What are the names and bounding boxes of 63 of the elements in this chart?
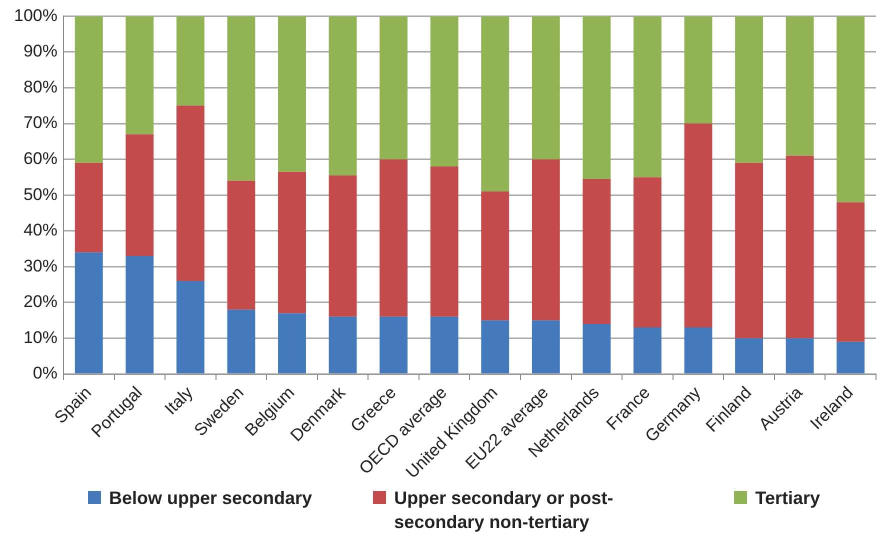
bar: [430, 16, 458, 166]
bar: [176, 281, 204, 374]
bar: [380, 316, 408, 374]
y-tick-label: 100%: [14, 6, 58, 25]
bar: [634, 328, 662, 374]
bar: [532, 320, 560, 374]
bar: [430, 316, 458, 374]
bar: [582, 16, 611, 180]
bar: [430, 166, 458, 317]
bar: [380, 159, 408, 317]
bar: [684, 16, 712, 124]
bar: [836, 202, 865, 342]
bar: [684, 124, 712, 328]
bar: [227, 180, 256, 310]
bar: [176, 106, 204, 282]
bar: [227, 310, 256, 374]
bar: [126, 134, 154, 256]
x-tick-label: Italy: [161, 382, 197, 418]
bar: [735, 338, 764, 374]
bar: [74, 252, 103, 374]
bar: [328, 316, 357, 374]
bar: [328, 16, 357, 176]
bar: [126, 16, 154, 134]
bar: [278, 172, 306, 314]
y-tick-label: 60%: [23, 149, 58, 168]
y-tick-label: 40%: [23, 220, 58, 240]
y-tick-label: 30%: [23, 256, 58, 276]
bar: [74, 162, 103, 252]
bar: [176, 16, 204, 106]
y-tick-label: 0%: [32, 364, 58, 383]
y-tick-label: 80%: [23, 77, 58, 96]
bar: [481, 16, 510, 192]
bar: [278, 313, 306, 374]
bar: [278, 16, 306, 172]
bar: [786, 16, 814, 156]
bar: [582, 324, 611, 374]
bar: [328, 175, 357, 317]
bar: [634, 16, 662, 178]
bar: [786, 338, 814, 374]
bar: [481, 192, 510, 320]
y-tick-label: 50%: [23, 184, 58, 204]
bar: [735, 16, 764, 163]
bar: [582, 179, 611, 324]
bar: [532, 16, 560, 160]
y-tick-label: 70%: [23, 113, 58, 132]
y-tick-label: 90%: [23, 42, 58, 61]
bar: [684, 328, 712, 374]
bar: [836, 16, 865, 202]
bar: [380, 16, 408, 160]
legend-label: Below upper secondary: [109, 487, 312, 510]
bar: [735, 162, 764, 338]
bar: [481, 320, 510, 374]
bar: [227, 16, 256, 181]
legend-label: Upper secondary or post-secondary non-tertiary: [394, 487, 614, 534]
bar: [532, 159, 560, 320]
y-tick-label: 10%: [23, 328, 58, 347]
bar: [634, 177, 662, 328]
bar: [786, 156, 814, 338]
y-tick-label: 20%: [23, 292, 58, 312]
bar: [126, 256, 154, 374]
bar: [74, 16, 103, 163]
legend-label: Tertiary: [755, 487, 820, 510]
bar: [836, 342, 865, 374]
